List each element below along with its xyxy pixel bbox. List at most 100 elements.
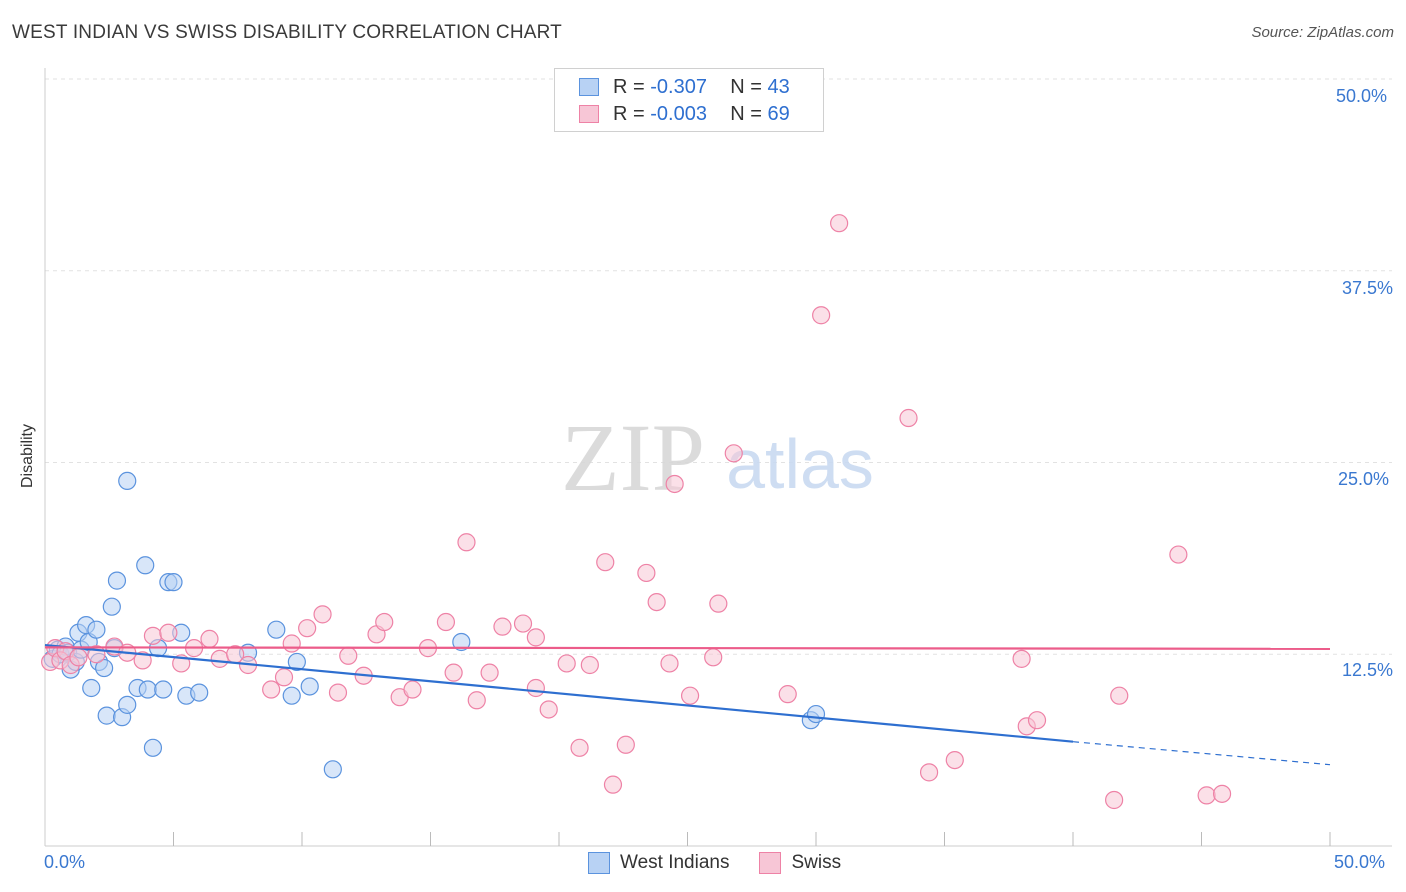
source-label: Source: ZipAtlas.com — [1251, 24, 1394, 41]
data-point — [467, 691, 486, 710]
data-point — [323, 760, 342, 779]
data-point — [580, 655, 599, 675]
data-point — [143, 738, 163, 757]
data-point — [118, 471, 137, 491]
data-point — [1027, 711, 1047, 730]
data-point — [526, 628, 545, 647]
x-max-label: 50.0% — [1334, 852, 1386, 872]
data-point — [526, 678, 545, 698]
legend-r-label: R = — [613, 75, 645, 98]
data-point — [200, 629, 219, 649]
legend-item-label: Swiss — [791, 852, 842, 873]
data-point — [539, 700, 558, 719]
watermark-zip: ZIP — [561, 404, 705, 511]
data-point — [616, 735, 635, 754]
data-point — [919, 763, 939, 782]
data-point — [375, 612, 394, 632]
legend-swatch-blue — [579, 78, 599, 96]
data-point — [660, 654, 679, 673]
data-point — [274, 668, 294, 687]
legend-n-value: 69 — [767, 102, 790, 125]
data-point — [704, 648, 723, 667]
correlation-legend: R = -0.307 N = 43 R = -0.003 N = 69 — [554, 68, 824, 132]
data-point — [164, 573, 183, 592]
data-point — [267, 620, 286, 639]
data-point — [143, 626, 163, 645]
data-point — [403, 680, 422, 699]
data-point — [298, 619, 317, 638]
data-point — [138, 680, 157, 699]
data-point — [82, 678, 101, 698]
data-point — [812, 306, 831, 325]
trend-lines — [44, 643, 1331, 766]
data-point — [300, 677, 319, 696]
series-west-indians — [43, 471, 826, 779]
data-point — [603, 775, 623, 794]
series-swiss — [41, 214, 1232, 810]
legend-n-value: 43 — [767, 75, 790, 98]
watermark: ZIP atlas — [561, 404, 874, 511]
data-point — [69, 648, 88, 667]
trend-line-swiss — [44, 646, 1331, 650]
data-point — [1012, 649, 1031, 668]
data-point — [1105, 790, 1124, 810]
data-point — [945, 750, 964, 770]
data-point — [647, 592, 666, 612]
legend-swatch-pink — [759, 852, 782, 874]
y-tick-label: 50.0% — [1336, 86, 1388, 106]
legend-n-label: N = — [730, 102, 762, 125]
data-point — [452, 632, 471, 652]
data-point — [596, 553, 615, 572]
data-point — [87, 620, 106, 639]
data-point — [444, 663, 463, 682]
legend-row-west-indians: R = -0.307 N = 43 — [579, 74, 790, 100]
data-point — [328, 683, 348, 702]
legend-r-value: -0.003 — [650, 102, 707, 125]
data-point — [513, 614, 533, 633]
data-point — [680, 686, 700, 705]
data-point — [493, 617, 512, 636]
data-point — [313, 605, 332, 624]
data-point — [287, 652, 306, 672]
data-point — [97, 706, 116, 725]
data-point — [107, 571, 127, 590]
data-point — [724, 444, 743, 463]
data-point — [709, 594, 728, 613]
data-point — [136, 556, 155, 575]
data-point — [665, 474, 684, 494]
data-point — [154, 680, 173, 699]
y-tick-label: 37.5% — [1342, 278, 1394, 298]
chart-title: WEST INDIAN VS SWISS DISABILITY CORRELAT… — [12, 22, 562, 43]
data-point — [637, 563, 656, 583]
data-point — [262, 680, 281, 699]
trend-line-west-indians — [44, 643, 1074, 743]
data-point — [436, 612, 456, 632]
data-point — [806, 704, 826, 724]
legend-swatch-blue — [588, 852, 610, 874]
y-tick-label: 12.5% — [1342, 660, 1394, 680]
gridlines — [45, 78, 1392, 655]
data-point — [190, 683, 209, 702]
x-min-label: 0.0% — [44, 852, 86, 872]
data-point — [778, 685, 797, 704]
y-tick-label: 25.0% — [1338, 469, 1390, 489]
data-point — [339, 646, 358, 665]
legend-item-west-indians: West Indians — [588, 852, 729, 874]
data-point — [210, 649, 229, 668]
legend-item-swiss: Swiss — [759, 852, 841, 874]
data-point — [1169, 545, 1188, 564]
data-point — [1212, 784, 1232, 803]
legend-n-label: N = — [730, 75, 762, 98]
data-point — [1197, 786, 1216, 805]
data-point — [159, 623, 178, 642]
data-point — [133, 651, 152, 670]
legend-swatch-pink — [579, 105, 599, 123]
data-point — [118, 695, 137, 714]
data-point — [830, 214, 849, 233]
data-point — [282, 634, 301, 653]
data-point — [1110, 686, 1129, 705]
data-point — [102, 597, 121, 616]
legend-r-label: R = — [613, 102, 645, 125]
axes — [44, 68, 1392, 847]
data-point — [570, 738, 589, 757]
